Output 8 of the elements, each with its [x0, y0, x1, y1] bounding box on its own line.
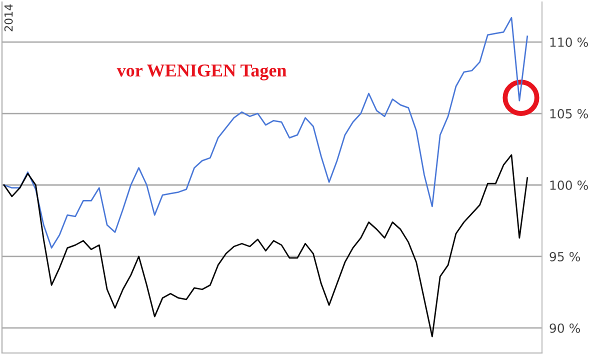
line-series	[3, 154, 528, 338]
annotation: 2014	[4, 4, 13, 32]
y-tick-label: 110 %	[550, 38, 588, 47]
y-tick-label: 105 %	[550, 108, 588, 118]
annotation: vor WENIGEN Tagen	[116, 64, 286, 80]
y-tick-label: 100 %	[550, 180, 588, 190]
y-tick-label: 95 %	[550, 252, 580, 262]
y-tick-label: 90 %	[550, 323, 580, 333]
